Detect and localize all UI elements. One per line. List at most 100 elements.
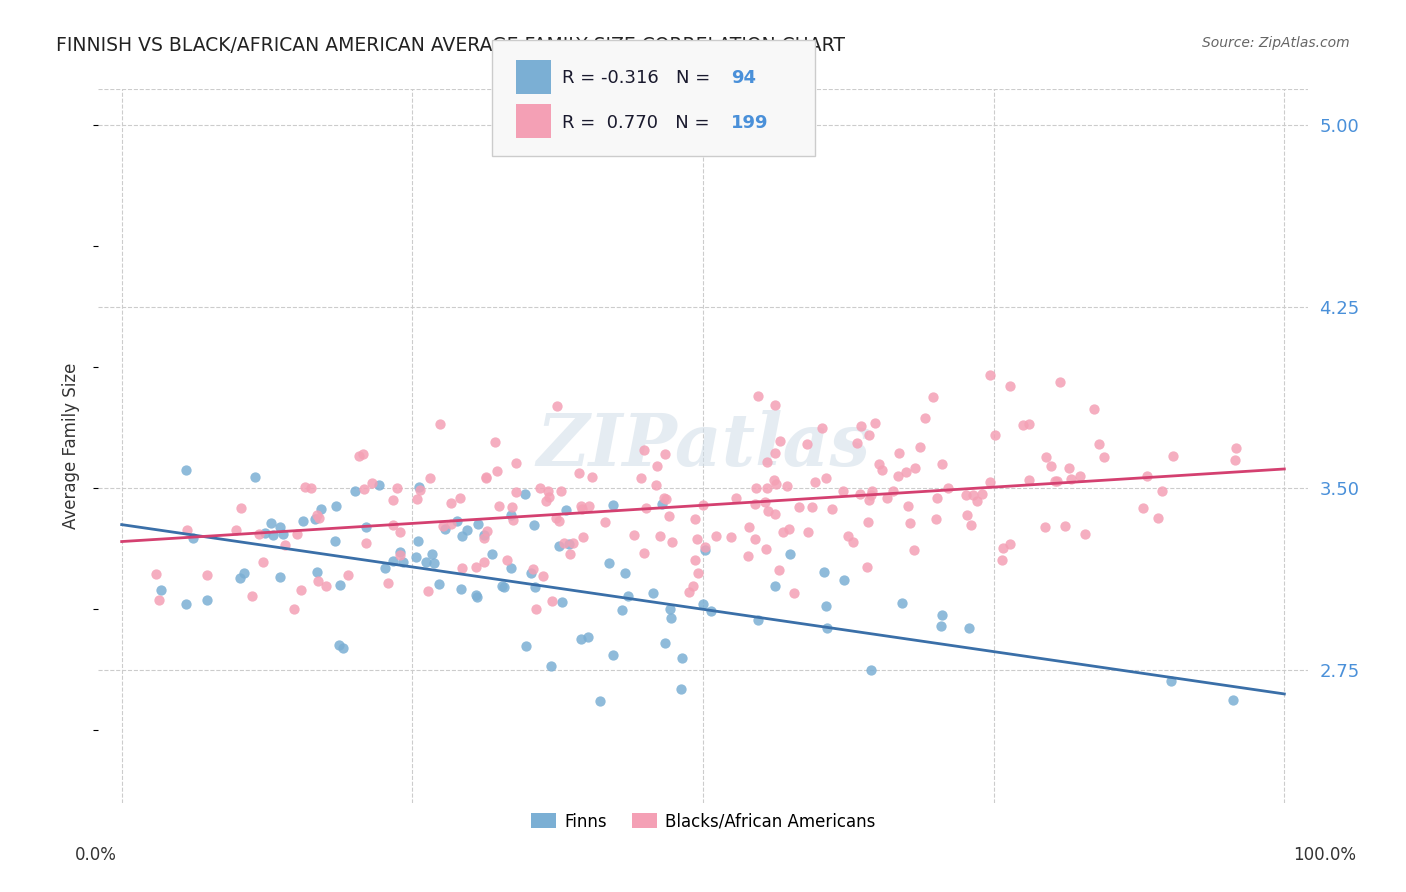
Text: FINNISH VS BLACK/AFRICAN AMERICAN AVERAGE FAMILY SIZE CORRELATION CHART: FINNISH VS BLACK/AFRICAN AMERICAN AVERAG…	[56, 36, 845, 54]
Point	[501, 500, 523, 515]
Point	[768, 563, 790, 577]
Point	[957, 621, 980, 635]
Point	[553, 536, 575, 550]
Point	[451, 529, 474, 543]
Point	[692, 598, 714, 612]
Point	[526, 602, 548, 616]
Point	[229, 571, 252, 585]
Point	[1073, 527, 1095, 541]
Point	[1012, 417, 1035, 432]
Point	[176, 597, 198, 611]
Point	[408, 534, 430, 549]
Point	[174, 462, 197, 476]
Point	[695, 543, 717, 558]
Point	[661, 535, 683, 549]
Point	[860, 488, 883, 502]
Point	[472, 531, 495, 545]
Point	[837, 528, 859, 542]
Point	[815, 621, 838, 635]
Point	[494, 580, 516, 594]
Point	[724, 491, 747, 505]
Point	[262, 527, 284, 541]
Point	[747, 613, 769, 627]
Point	[439, 516, 461, 531]
Point	[347, 449, 370, 463]
Point	[505, 485, 527, 500]
Point	[769, 434, 792, 448]
Point	[328, 638, 350, 652]
Point	[307, 574, 329, 588]
Point	[195, 568, 218, 582]
Point	[388, 545, 411, 559]
Point	[998, 537, 1021, 551]
Point	[356, 536, 378, 550]
Point	[755, 481, 778, 495]
Point	[285, 526, 308, 541]
Point	[269, 520, 291, 534]
Point	[1018, 417, 1040, 432]
Point	[292, 514, 315, 528]
Point	[472, 555, 495, 569]
Text: ZIPatlas: ZIPatlas	[536, 410, 870, 482]
Point	[332, 640, 354, 655]
Point	[382, 518, 405, 533]
Point	[634, 501, 657, 516]
Point	[225, 523, 247, 537]
Point	[803, 475, 825, 489]
Point	[181, 531, 204, 545]
Point	[541, 594, 564, 608]
Point	[651, 497, 673, 511]
Point	[513, 487, 536, 501]
Point	[858, 427, 880, 442]
Point	[450, 582, 472, 596]
Point	[329, 578, 352, 592]
Point	[465, 560, 488, 574]
Point	[427, 577, 450, 591]
Point	[832, 573, 855, 587]
Point	[548, 514, 571, 528]
Y-axis label: Average Family Size: Average Family Size	[62, 363, 80, 529]
Point	[484, 435, 506, 450]
Point	[449, 491, 471, 506]
Point	[1150, 483, 1173, 498]
Point	[456, 523, 478, 537]
Point	[1000, 379, 1022, 393]
Point	[537, 483, 560, 498]
Point	[894, 465, 917, 479]
Point	[1039, 458, 1062, 473]
Point	[811, 420, 834, 434]
Point	[356, 519, 378, 533]
Point	[972, 487, 994, 501]
Point	[613, 566, 636, 580]
Point	[654, 636, 676, 650]
Point	[682, 579, 704, 593]
Point	[1043, 474, 1066, 488]
Point	[409, 483, 432, 497]
Point	[763, 579, 786, 593]
Point	[474, 471, 496, 485]
Point	[747, 389, 769, 403]
Point	[589, 694, 612, 708]
Point	[561, 536, 583, 550]
Point	[432, 518, 454, 533]
Point	[929, 619, 952, 633]
Point	[308, 510, 330, 524]
Point	[415, 555, 437, 569]
Point	[801, 500, 824, 514]
Point	[523, 580, 546, 594]
Point	[842, 535, 865, 549]
Point	[305, 508, 328, 523]
Point	[325, 499, 347, 513]
Point	[488, 499, 510, 513]
Point	[602, 648, 624, 662]
Point	[669, 682, 692, 697]
Point	[610, 603, 633, 617]
Point	[979, 475, 1001, 489]
Point	[886, 469, 908, 483]
Point	[678, 585, 700, 599]
Point	[554, 503, 576, 517]
Point	[423, 556, 446, 570]
Point	[783, 586, 806, 600]
Point	[1225, 452, 1247, 467]
Point	[472, 528, 495, 542]
